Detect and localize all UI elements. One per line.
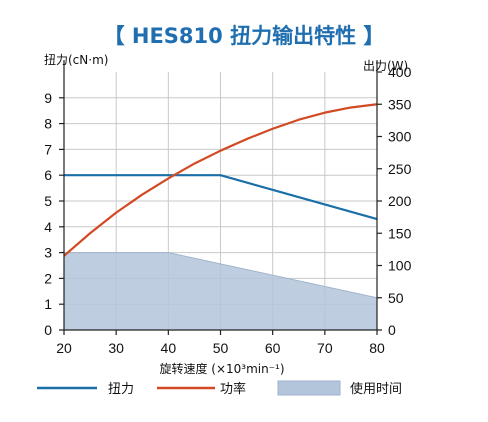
area-usage-time	[63, 252, 378, 331]
y-right-tick-label: 250	[388, 161, 412, 177]
legend-label-torque: 扭力	[108, 382, 134, 397]
tick-labels: 0 1 2 3 4 5 6 7 8 9 0 50 100 150 200 250 300 350 400 20 30 40…	[44, 64, 411, 356]
x-tick-label: 60	[265, 340, 281, 356]
chart-title: 【 HES810 扭力输出特性 】	[103, 24, 385, 48]
y-left-tick-label: 0	[44, 322, 52, 338]
x-tick-label: 80	[369, 340, 385, 356]
legend-label-power: 功率	[220, 381, 246, 397]
y-left-tick-label: 4	[44, 219, 52, 235]
x-tick-label: 20	[56, 340, 72, 356]
y-left-tick-label: 5	[44, 193, 52, 209]
y-axis-right-label: 出力(W)	[363, 59, 408, 73]
series-line-torque	[64, 174, 378, 221]
legend-swatch-usage-time	[277, 380, 341, 396]
y-right-tick-label: 350	[388, 96, 412, 112]
y-left-tick-label: 2	[44, 270, 52, 286]
y-right-tick-label: 150	[388, 225, 412, 241]
legend: 扭力 功率 使用时间	[37, 380, 402, 397]
x-tick-label: 40	[161, 340, 177, 356]
y-left-tick-label: 6	[44, 167, 52, 183]
series-lines	[63, 103, 378, 257]
legend-label-usage-time: 使用时间	[350, 381, 402, 397]
usage-area-layer	[63, 252, 378, 331]
y-left-tick-label: 7	[44, 141, 52, 157]
y-left-tick-label: 1	[44, 296, 52, 312]
y-left-tick-label: 8	[44, 116, 52, 132]
y-right-tick-label: 50	[388, 290, 404, 306]
y-right-tick-label: 300	[388, 129, 412, 145]
x-tick-label: 30	[108, 340, 124, 356]
x-tick-label: 50	[213, 340, 229, 356]
axes	[59, 60, 382, 335]
x-axis-label: 旋转速度 (×10³min⁻¹)	[159, 361, 284, 376]
y-right-tick-label: 100	[388, 258, 412, 274]
y-left-tick-label: 3	[44, 245, 52, 261]
series-line-power	[63, 103, 378, 257]
y-axis-left-label: 扭力(cN·m)	[44, 53, 108, 67]
y-right-tick-label: 200	[388, 193, 412, 209]
y-right-tick-label: 400	[388, 64, 412, 80]
y-right-tick-label: 0	[388, 322, 396, 338]
y-left-tick-label: 9	[44, 90, 52, 106]
x-tick-label: 70	[317, 340, 333, 356]
